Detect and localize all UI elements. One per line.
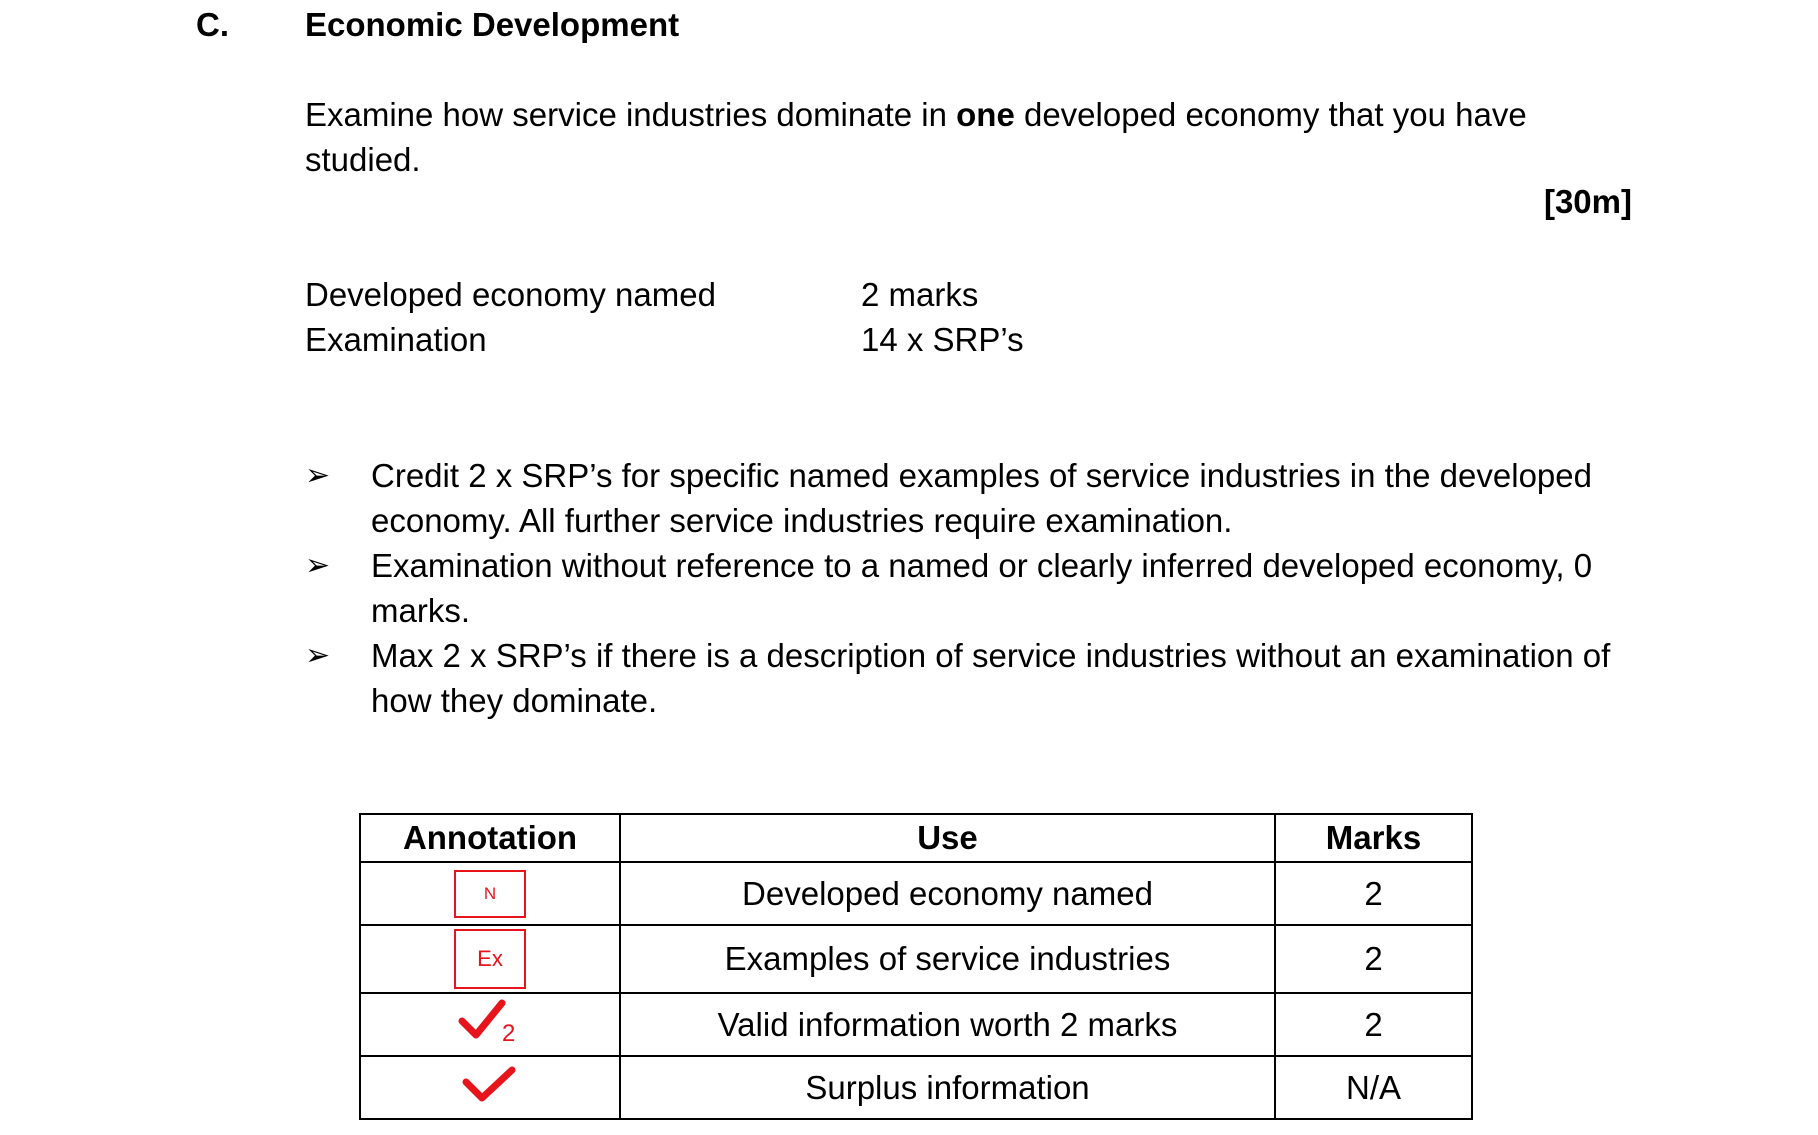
question-bold-word: one [956, 96, 1015, 133]
ex-box-icon: Ex [454, 929, 526, 989]
marking-note: ➢ Examination without reference to a nam… [305, 543, 1635, 633]
annotation-cell: N [359, 861, 621, 926]
marking-note-text: Examination without reference to a named… [371, 547, 1593, 629]
marks-cell: 2 [1274, 924, 1473, 994]
breakdown-row: Examination 14 x SRP’s [305, 317, 1024, 362]
question-text-after: developed economy that you have studied. [305, 96, 1527, 178]
arrow-bullet-icon: ➢ [305, 459, 331, 492]
question-text: Examine how service industries dominate … [305, 92, 1615, 182]
tick-2-label: 2 [502, 1020, 515, 1045]
header-annotation: Annotation [359, 813, 621, 863]
table-header-row: Annotation Use Marks [359, 813, 1473, 863]
marking-note: ➢ Max 2 x SRP’s if there is a descriptio… [305, 633, 1635, 723]
annotation-cell [359, 1055, 621, 1120]
breakdown-value: 2 marks [861, 276, 979, 313]
table-row: N Developed economy named 2 [359, 861, 1473, 926]
annotation-table: Annotation Use Marks N Developed economy… [359, 813, 1473, 1120]
use-cell: Valid information worth 2 marks [619, 992, 1276, 1057]
breakdown-value: 14 x SRP’s [861, 321, 1024, 358]
arrow-bullet-icon: ➢ [305, 639, 331, 672]
question-text-before: Examine how service industries dominate … [305, 96, 957, 133]
total-marks: [30m] [1543, 183, 1632, 220]
table-row: Surplus information N/A [359, 1055, 1473, 1120]
marks-cell: N/A [1274, 1055, 1473, 1120]
marking-note-text: Credit 2 x SRP’s for specific named exam… [371, 457, 1592, 539]
breakdown-row: Developed economy named 2 marks [305, 272, 1024, 317]
tick-icon [462, 1064, 518, 1112]
use-cell: Examples of service industries [619, 924, 1276, 994]
marking-notes-list: ➢ Credit 2 x SRP’s for specific named ex… [305, 453, 1635, 723]
marking-note: ➢ Credit 2 x SRP’s for specific named ex… [305, 453, 1635, 543]
tick-2-icon: 2 [458, 997, 522, 1053]
n-box-icon: N [454, 869, 526, 918]
header-marks: Marks [1274, 813, 1473, 863]
header-use: Use [619, 813, 1276, 863]
arrow-bullet-icon: ➢ [305, 549, 331, 582]
use-cell: Developed economy named [619, 861, 1276, 926]
marks-cell: 2 [1274, 861, 1473, 926]
section-letter: C. [196, 6, 229, 43]
annotation-cell: 2 [359, 992, 621, 1057]
marks-breakdown: Developed economy named 2 marks Examinat… [305, 272, 1024, 362]
use-cell: Surplus information [619, 1055, 1276, 1120]
marks-cell: 2 [1274, 992, 1473, 1057]
section-title: Economic Development [305, 6, 680, 43]
breakdown-label: Developed economy named [305, 276, 716, 313]
marking-note-text: Max 2 x SRP’s if there is a description … [371, 637, 1611, 719]
annotation-cell: Ex [359, 924, 621, 994]
table-row: Ex Examples of service industries 2 [359, 924, 1473, 994]
table-row: 2 Valid information worth 2 marks 2 [359, 992, 1473, 1057]
breakdown-label: Examination [305, 321, 487, 358]
